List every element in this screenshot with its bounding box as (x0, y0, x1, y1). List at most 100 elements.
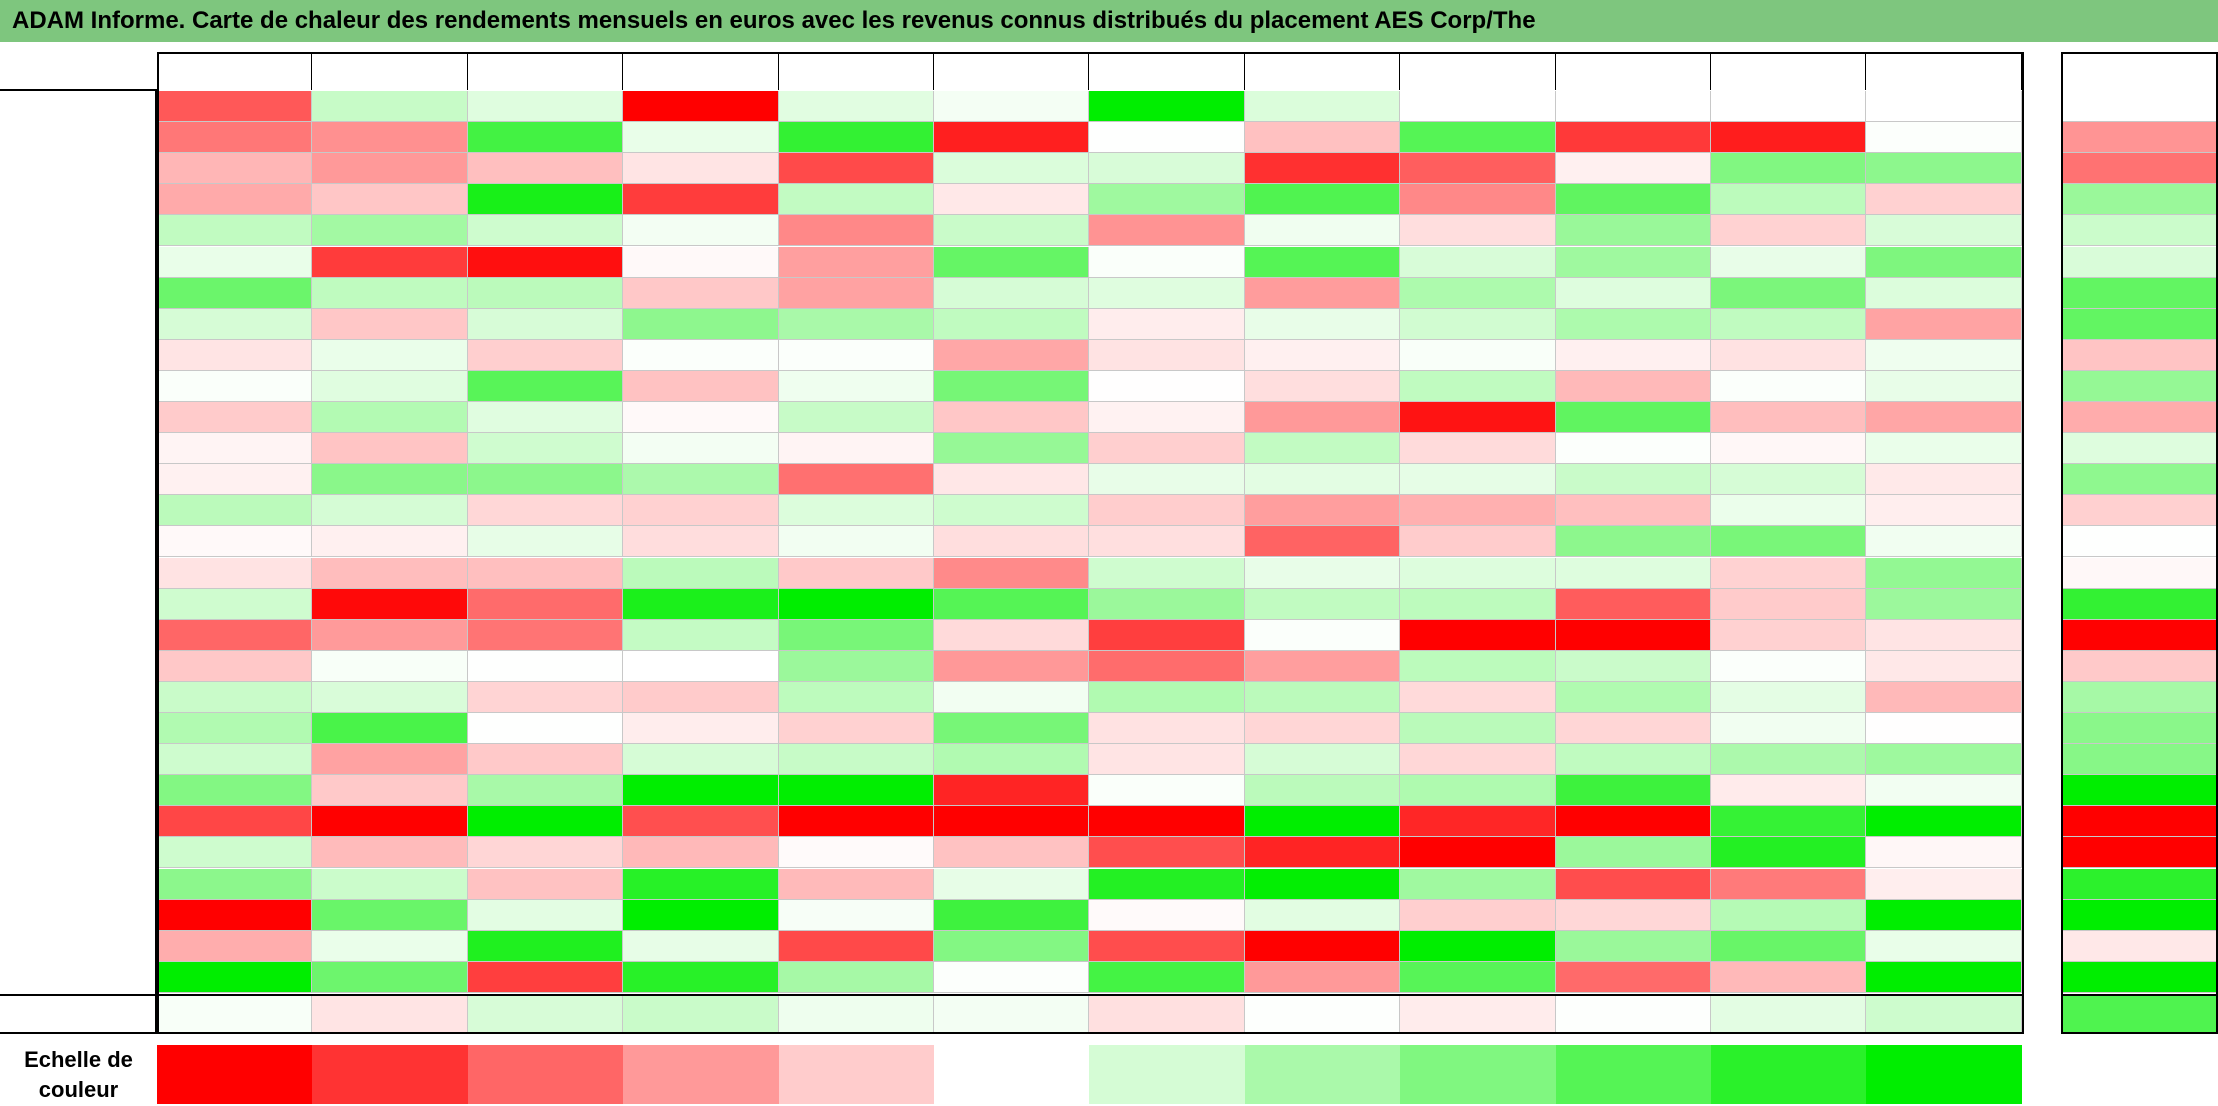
annual-cell (2062, 899, 2218, 931)
heatmap-cell (312, 277, 468, 309)
heatmap-cell (934, 837, 1090, 869)
heatmap-cell (467, 277, 624, 309)
heatmap-cell (1866, 402, 2022, 434)
heatmap-cell (623, 526, 779, 558)
heatmap-cell (1089, 650, 1245, 682)
heatmap-cell (467, 899, 624, 931)
heatmap-cell (1400, 775, 1556, 807)
average-cell (1089, 995, 1245, 1033)
heatmap-cell (778, 650, 934, 682)
heatmap-cell (157, 402, 313, 434)
heatmap-cell (1555, 619, 1711, 651)
heatmap-cell (467, 215, 624, 247)
annual-cell (2062, 744, 2218, 776)
heatmap-cell (1711, 837, 1867, 869)
annual-cell (2062, 526, 2218, 558)
heatmap-cell (467, 588, 624, 620)
heatmap-cell (1089, 713, 1245, 745)
heatmap-cell (934, 930, 1090, 962)
annual-cell (2062, 215, 2218, 247)
heatmap-cell (1244, 495, 1401, 527)
annual-cell (2062, 339, 2218, 371)
heatmap-cell (1089, 775, 1245, 807)
heatmap-cell (934, 775, 1090, 807)
heatmap-cell (467, 122, 624, 154)
heatmap-cell (1400, 961, 1556, 993)
heatmap-cell (1555, 215, 1711, 247)
heatmap-cell (1555, 339, 1711, 371)
heatmap-cell (934, 681, 1090, 713)
heatmap-cell (934, 184, 1090, 216)
heatmap-cell (1555, 588, 1711, 620)
heatmap-cell (1400, 899, 1556, 931)
heatmap-cell (157, 277, 313, 309)
heatmap-cell (934, 433, 1090, 465)
heatmap-cell (157, 775, 313, 807)
heatmap-cell (312, 961, 468, 993)
heatmap-cell (934, 308, 1090, 340)
heatmap-cell (1555, 681, 1711, 713)
heatmap-cell (1089, 215, 1245, 247)
heatmap-cell (934, 370, 1090, 402)
heatmap-cell (1400, 246, 1556, 278)
row-label-2021 (0, 215, 157, 247)
heatmap-cell (934, 588, 1090, 620)
heatmap-cell (1555, 899, 1711, 931)
heatmap-cell (623, 930, 779, 962)
heatmap-cell (1866, 153, 2022, 185)
annual-cell (2062, 370, 2218, 402)
annual-cell (2062, 713, 2218, 745)
heatmap-cell (1244, 868, 1401, 900)
heatmap-cell (1089, 681, 1245, 713)
heatmap-cell (157, 806, 313, 838)
heatmap-cell (1555, 246, 1711, 278)
heatmap-cell (778, 899, 934, 931)
heatmap-cell (1244, 464, 1401, 496)
heatmap-cell (1400, 837, 1556, 869)
heatmap-cell (1244, 650, 1401, 682)
heatmap-cell (312, 433, 468, 465)
heatmap-cell (1866, 930, 2022, 962)
heatmap-cell (1244, 744, 1401, 776)
heatmap-cell (623, 961, 779, 993)
column-header-7 (1089, 52, 1245, 90)
heatmap-cell (1866, 744, 2022, 776)
heatmap-cell (1244, 526, 1401, 558)
heatmap-cell (934, 402, 1090, 434)
heatmap-cell (1866, 246, 2022, 278)
heatmap-cell (623, 837, 779, 869)
heatmap-cell (778, 713, 934, 745)
heatmap-cell (1089, 806, 1245, 838)
heatmap-cell (623, 681, 779, 713)
heatmap-cell (1400, 464, 1556, 496)
row-label-2011 (0, 526, 157, 558)
heatmap-cell (467, 806, 624, 838)
heatmap-cell (778, 122, 934, 154)
heatmap-cell (623, 868, 779, 900)
row-label-2020 (0, 246, 157, 278)
heatmap-cell (778, 868, 934, 900)
heatmap-cell (778, 557, 934, 589)
color-scale-swatch (1866, 1045, 2022, 1104)
average-separator-line (2061, 993, 2218, 996)
heatmap-cell (1400, 744, 1556, 776)
average-annual-cell (2062, 995, 2218, 1033)
heatmap-cell (934, 744, 1090, 776)
heatmap-cell (778, 526, 934, 558)
heatmap-cell (1400, 339, 1556, 371)
heatmap-cell (1400, 868, 1556, 900)
heatmap-cell (623, 122, 779, 154)
row-label-2007 (0, 650, 157, 682)
heatmap-cell (623, 433, 779, 465)
row-label-1997 (0, 961, 157, 993)
color-scale-swatch (1555, 1045, 1711, 1104)
heatmap-cell (467, 930, 624, 962)
heatmap-cell (1866, 215, 2022, 247)
column-header-8 (1244, 52, 1401, 90)
column-header-5 (778, 52, 934, 90)
heatmap-cell (1866, 868, 2022, 900)
heatmap-cell (157, 308, 313, 340)
heatmap-cell (1711, 775, 1867, 807)
heatmap-cell (1400, 713, 1556, 745)
